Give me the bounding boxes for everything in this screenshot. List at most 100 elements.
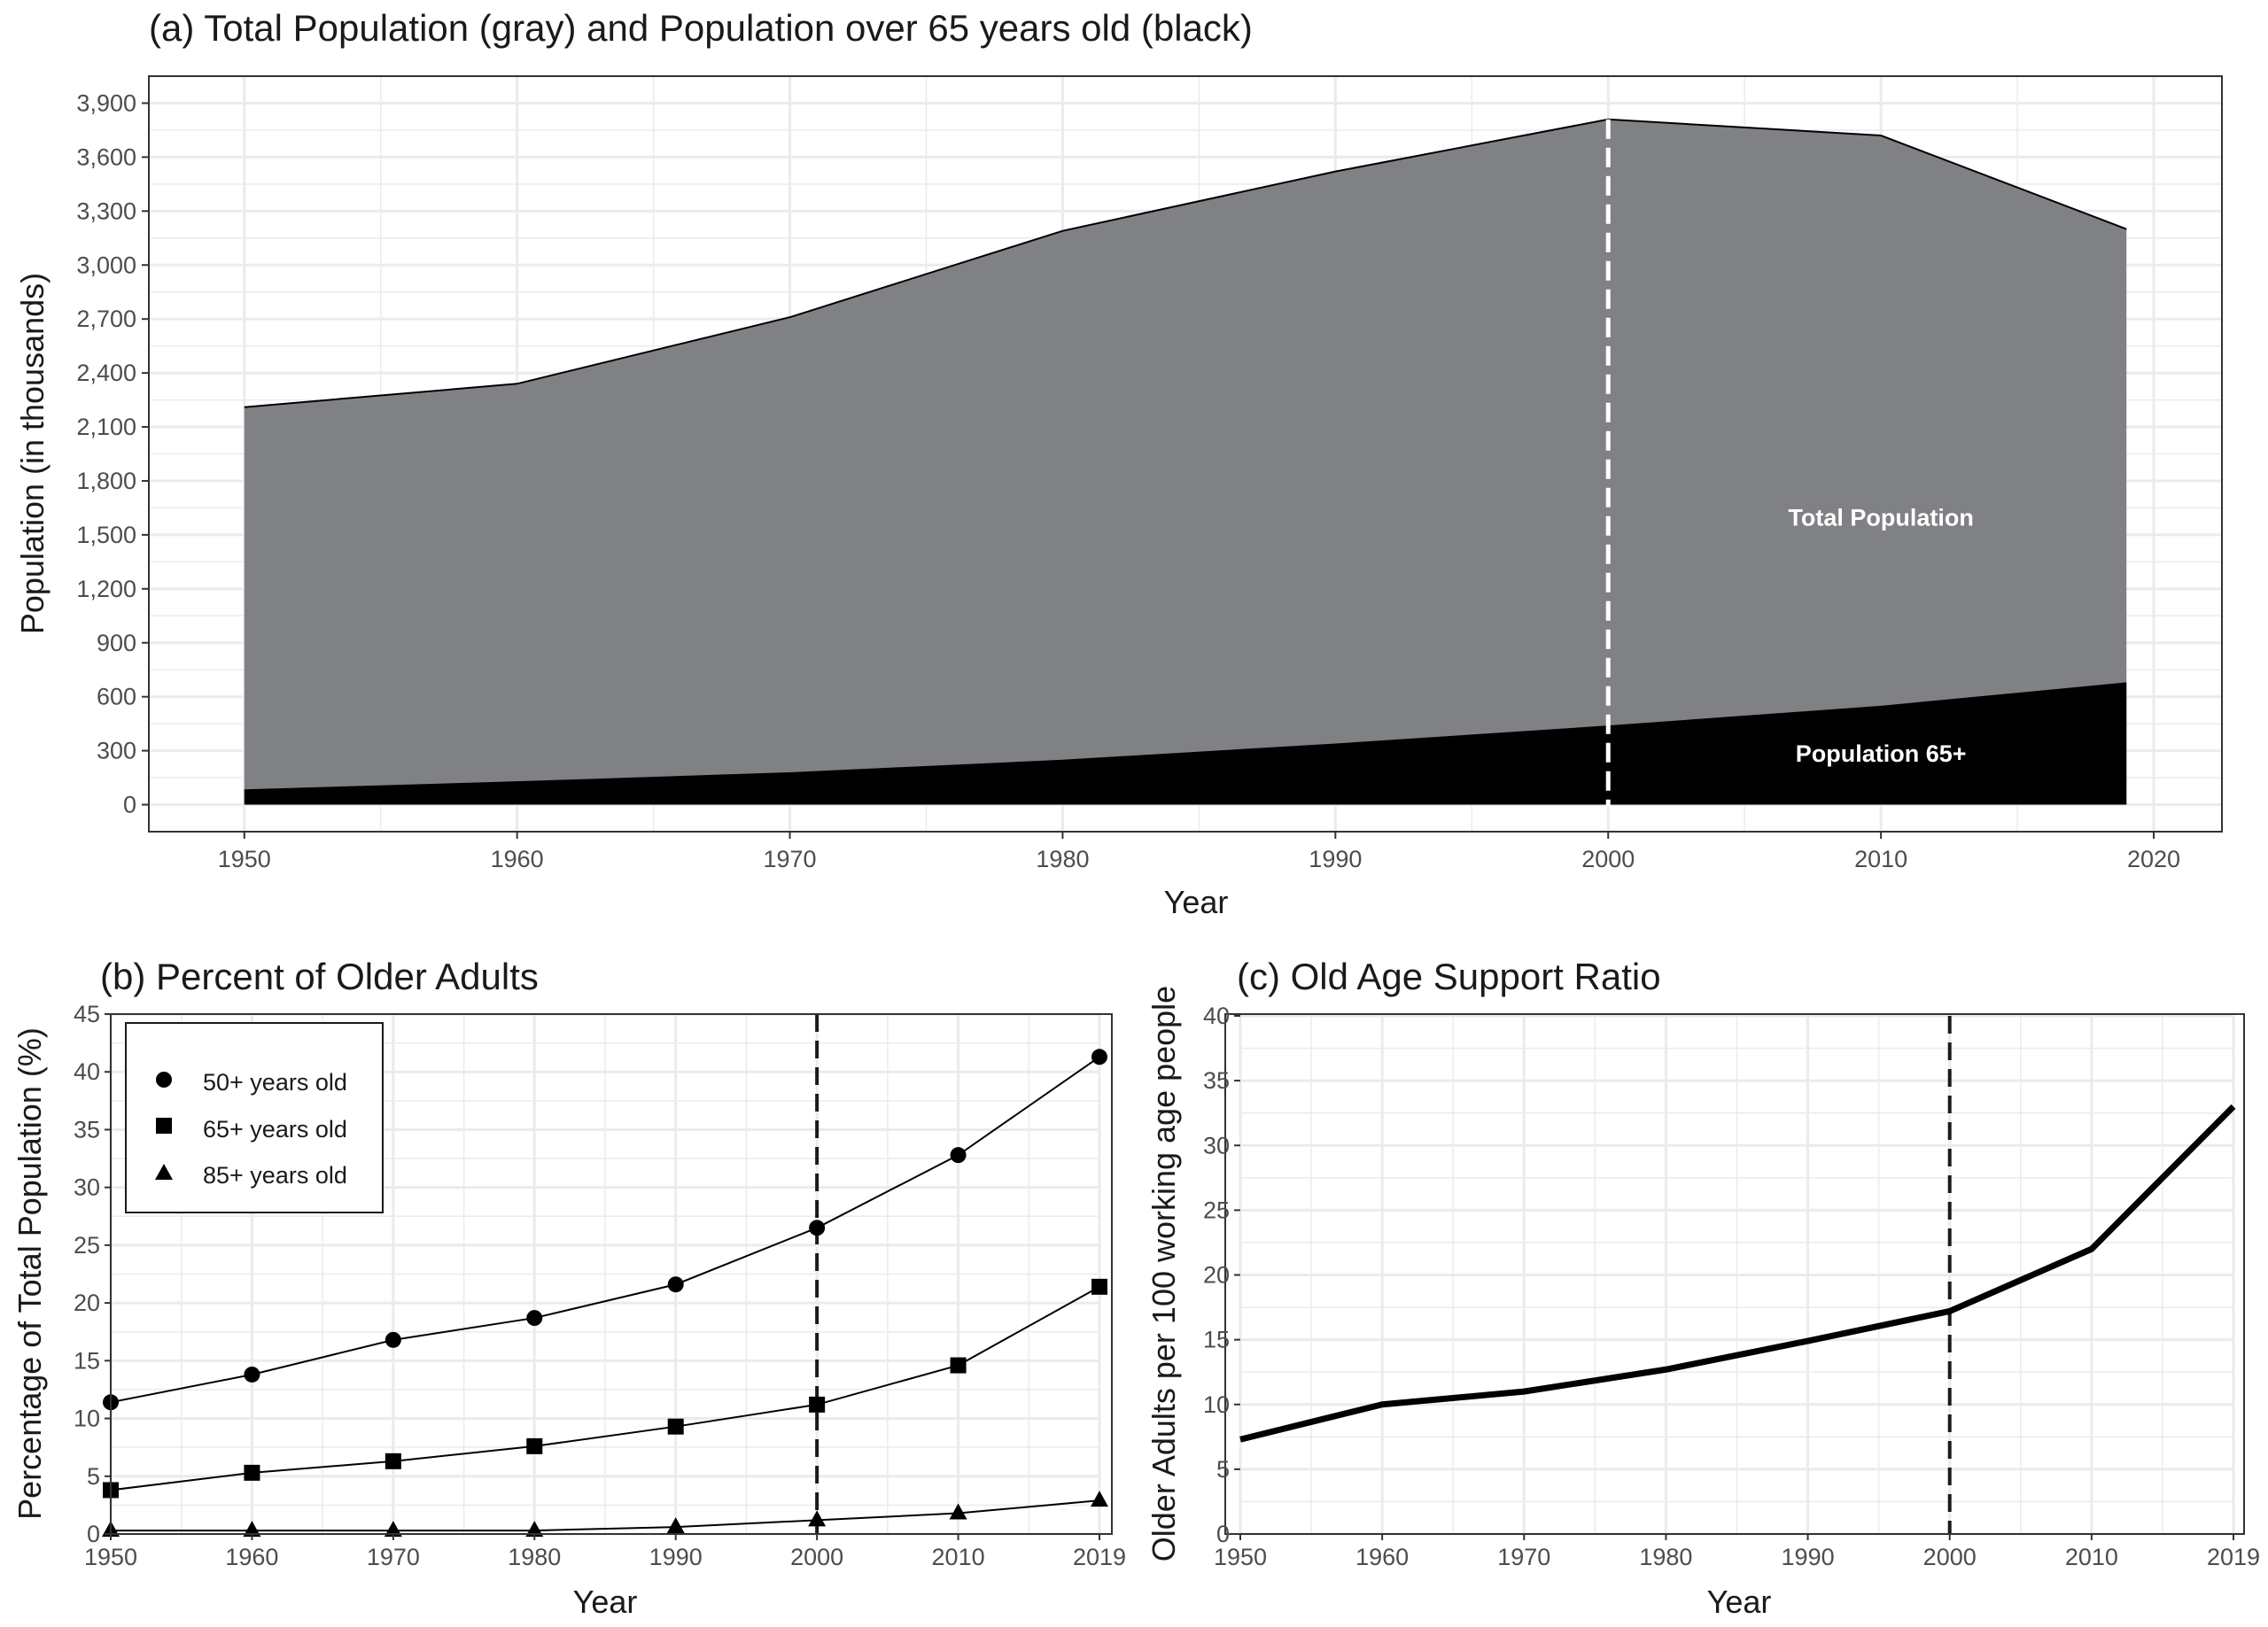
panel-a-border [148, 75, 2223, 833]
panel-c-x-tick-label: 1980 [1639, 1544, 1692, 1570]
panel-a-x-tick-label: 2020 [2127, 846, 2180, 872]
series-line-50-plus [110, 1056, 1100, 1404]
panel-b-x-ticks: 1950 1960 1970 1980 1990 2000 2010 2019 [84, 1534, 1126, 1570]
panel-c-y-tick-label: 20 [1203, 1262, 1230, 1289]
point-65-plus [244, 1464, 260, 1481]
panel-c-x-tick-label: 1960 [1355, 1544, 1409, 1570]
panel-b-border [110, 1013, 1113, 1535]
panel-a-y-tick-label: 1,800 [76, 468, 136, 494]
point-65-plus [526, 1437, 543, 1454]
panel-a-y-tick-label: 2,700 [76, 306, 136, 332]
panel-b-x-tick-label: 1950 [84, 1544, 137, 1570]
panel-b-y-tick-label: 15 [74, 1347, 100, 1374]
panel-c-x-tick-label: 2019 [2207, 1544, 2260, 1570]
panel-a-x-tick-label: 1950 [218, 846, 271, 872]
point-85-plus [949, 1503, 967, 1520]
panel-c-title: (c) Old Age Support Ratio [1237, 956, 1661, 997]
panel-c-y-tick-label: 40 [1203, 1003, 1230, 1029]
panel-b-x-tick-label: 1980 [508, 1544, 561, 1570]
panel-b-y-tick-label: 5 [87, 1463, 100, 1490]
panel-b-y-ticks: 0 5 10 15 20 25 30 35 40 45 [74, 1001, 111, 1547]
panel-a-x-tick-label: 2010 [1854, 846, 1907, 872]
panel-b-series-points [102, 1049, 1108, 1538]
panel-b-x-tick-label: 2000 [790, 1544, 843, 1570]
panel-a-title: (a) Total Population (gray) and Populati… [149, 7, 1253, 49]
point-65-plus [667, 1418, 684, 1435]
panel-b-x-tick-label: 2019 [1073, 1544, 1126, 1570]
panel-c-old-age-support-ratio: (c) Old Age Support Ratio 0 5 10 15 20 25 30 35… [1146, 956, 2260, 1620]
panel-b-x-tick-label: 1990 [649, 1544, 703, 1570]
point-85-plus [384, 1521, 402, 1538]
panel-c-x-axis-label: Year [1707, 1584, 1772, 1620]
population-65-plus-area [244, 682, 2127, 805]
panel-a-y-tick-label: 3,900 [76, 89, 136, 116]
panel-a-y-tick-label: 900 [97, 630, 136, 656]
panel-a-y-tick-label: 2,100 [76, 414, 136, 440]
panel-a-y-tick-label: 3,600 [76, 143, 136, 170]
point-65-plus [1091, 1278, 1107, 1295]
point-85-plus [1091, 1491, 1108, 1507]
series-line-65-plus [110, 1285, 1100, 1491]
panel-b-y-tick-label: 40 [74, 1058, 100, 1085]
panel-c-x-tick-label: 1950 [1214, 1544, 1267, 1570]
panel-b-title: (b) Percent of Older Adults [100, 956, 539, 997]
point-50-plus [244, 1366, 260, 1383]
panel-b-y-tick-label: 0 [87, 1521, 100, 1547]
point-85-plus [243, 1521, 261, 1538]
point-50-plus [1091, 1049, 1107, 1065]
panel-a-total-population: (a) Total Population (gray) and Populati… [14, 7, 2223, 920]
point-85-plus [666, 1517, 685, 1534]
legend-circle-marker [156, 1072, 172, 1088]
panel-c-y-tick-label: 0 [1216, 1521, 1230, 1547]
panel-a-x-tick-label: 2000 [1581, 846, 1635, 872]
point-85-plus [808, 1510, 827, 1527]
panel-b-y-tick-label: 35 [74, 1116, 100, 1143]
panel-c-y-tick-label: 30 [1203, 1132, 1230, 1158]
panel-b-x-tick-label: 2010 [932, 1544, 985, 1570]
point-50-plus [950, 1147, 967, 1164]
legend-square-marker [156, 1118, 172, 1134]
population-65-plus-label: Population 65+ [1796, 740, 1967, 767]
legend-triangle-marker [155, 1164, 173, 1180]
panel-c-x-ticks: 1950 1960 1970 1980 1990 2000 2010 2019 [1214, 1534, 2260, 1570]
panel-c-x-tick-label: 2000 [1923, 1544, 1977, 1570]
panel-a-y-axis-label: Population (in thousands) [14, 273, 50, 634]
panel-b-y-tick-label: 30 [74, 1174, 100, 1201]
point-50-plus [384, 1331, 401, 1348]
panel-b-x-axis-label: Year [573, 1584, 638, 1620]
legend-85-plus-label: 85+ years old [203, 1162, 347, 1189]
legend-50-plus-label: 50+ years old [203, 1069, 347, 1096]
panel-a-y-tick-label: 3,300 [76, 198, 136, 224]
point-65-plus [809, 1396, 826, 1413]
point-50-plus [809, 1220, 826, 1236]
panel-a-y-tick-label: 1,200 [76, 576, 136, 602]
panel-c-y-tick-label: 15 [1203, 1327, 1230, 1353]
panel-b-x-tick-label: 1960 [225, 1544, 278, 1570]
panel-b-y-axis-label: Percentage of Total Population (%) [12, 1027, 48, 1520]
panel-b-percent-older-adults: (b) Percent of Older Adults 50+ years ol… [12, 956, 1126, 1620]
point-65-plus [384, 1453, 401, 1469]
point-50-plus [667, 1276, 684, 1293]
panel-c-gridlines [1239, 1014, 2235, 1536]
panel-c-y-tick-label: 25 [1203, 1197, 1230, 1223]
panel-c-y-ticks: 0 5 10 15 20 25 30 35 40 [1203, 1003, 1240, 1547]
panel-a-y-tick-label: 0 [123, 792, 136, 818]
panel-b-y-tick-label: 20 [74, 1290, 100, 1316]
panel-a-x-tick-label: 1960 [491, 846, 544, 872]
total-population-outline [244, 118, 2127, 408]
panel-a-y-tick-label: 600 [97, 684, 136, 710]
panel-b-series-lines [110, 1056, 1100, 1532]
panel-a-y-tick-label: 300 [97, 738, 136, 764]
panel-c-x-tick-label: 2010 [2065, 1544, 2118, 1570]
panel-c-x-tick-label: 1970 [1497, 1544, 1550, 1570]
panel-a-y-tick-label: 1,500 [76, 522, 136, 548]
panel-a-x-tick-label: 1990 [1309, 846, 1362, 872]
panel-a-x-tick-label: 1970 [764, 846, 817, 872]
panel-b-y-tick-label: 25 [74, 1232, 100, 1259]
panel-c-y-axis-label: Older Adults per 100 working age people [1146, 986, 1182, 1561]
panel-c-border [1224, 1013, 2245, 1535]
panel-a-x-tick-label: 1980 [1036, 846, 1089, 872]
panel-a-x-axis-label: Year [1164, 884, 1229, 920]
panel-c-y-tick-label: 10 [1203, 1391, 1230, 1418]
